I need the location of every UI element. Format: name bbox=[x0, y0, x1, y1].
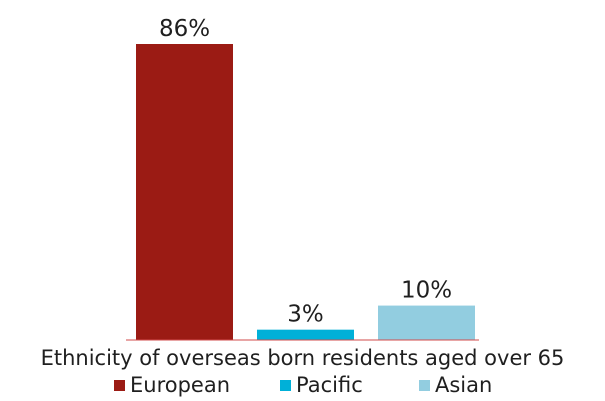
value-labels-layer: 86% 3% 10% bbox=[159, 16, 452, 328]
legend-label-asian: Asian bbox=[435, 373, 492, 397]
legend: European Pacific Asian bbox=[114, 373, 492, 397]
x-axis-label: Ethnicity of overseas born residents age… bbox=[41, 346, 565, 370]
legend-swatch-european bbox=[114, 380, 125, 391]
legend-label-pacific: Pacific bbox=[296, 373, 363, 397]
bar-pacific bbox=[257, 329, 354, 340]
bars-layer bbox=[136, 44, 475, 340]
bar-asian bbox=[378, 305, 475, 340]
value-label-european: 86% bbox=[159, 16, 210, 42]
legend-item-european: European bbox=[114, 373, 230, 397]
legend-item-pacific: Pacific bbox=[280, 373, 363, 397]
bar-european bbox=[136, 44, 233, 340]
legend-swatch-asian bbox=[419, 380, 430, 391]
legend-label-european: European bbox=[130, 373, 230, 397]
value-label-asian: 10% bbox=[401, 278, 452, 304]
value-label-pacific: 3% bbox=[287, 302, 324, 328]
legend-swatch-pacific bbox=[280, 380, 291, 391]
legend-item-asian: Asian bbox=[419, 373, 492, 397]
